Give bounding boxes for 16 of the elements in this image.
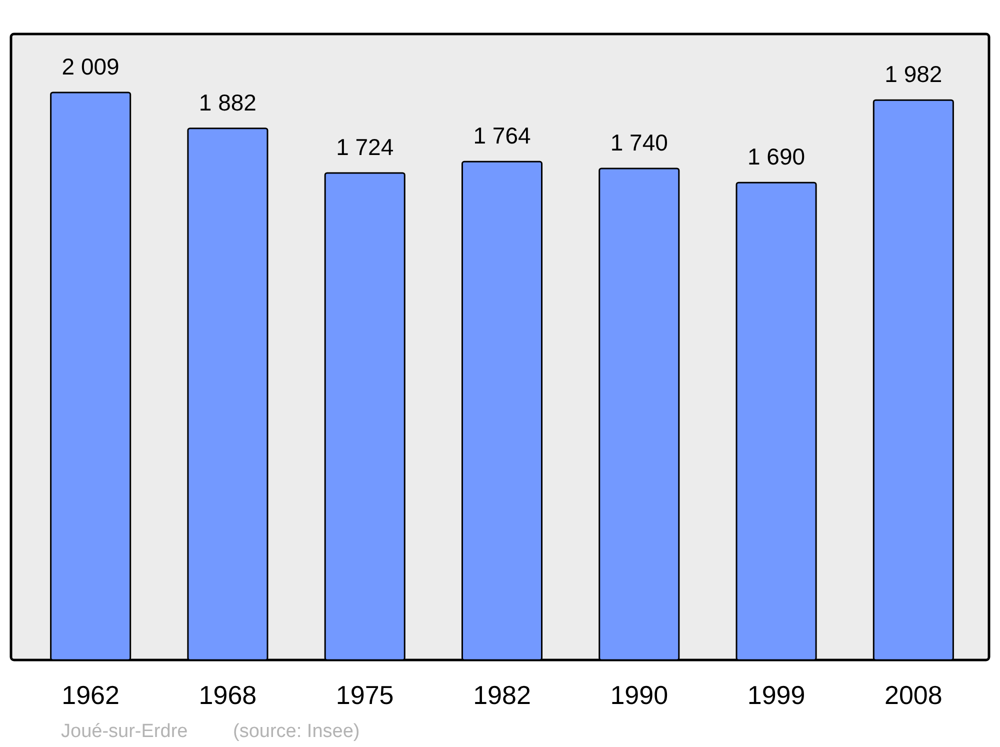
data-label: 1 690 bbox=[748, 144, 806, 170]
data-label: 1 764 bbox=[473, 122, 531, 149]
text: Joué-sur-Erdre bbox=[61, 721, 188, 742]
x-tick-label: 1975 bbox=[336, 680, 394, 710]
x-tick-label: 1999 bbox=[747, 680, 806, 710]
x-tick-label: 1968 bbox=[198, 680, 257, 710]
text: (source: Insee) bbox=[233, 721, 360, 742]
x-tick-label: 1962 bbox=[62, 680, 120, 710]
x-tick-label: 2008 bbox=[884, 680, 942, 710]
data-label: 1 982 bbox=[884, 61, 942, 88]
data-label: 1 882 bbox=[198, 89, 256, 116]
data-label: 1 740 bbox=[610, 129, 668, 156]
data-label: 2 009 bbox=[62, 53, 120, 80]
x-tick-label: 1982 bbox=[473, 680, 531, 710]
data-label: 1 724 bbox=[336, 134, 394, 160]
x-tick-label: 1990 bbox=[610, 680, 668, 710]
